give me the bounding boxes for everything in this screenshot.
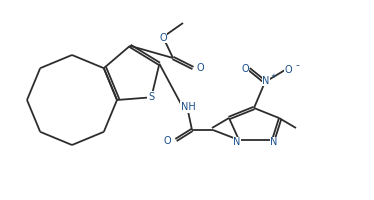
Text: N: N [270, 137, 278, 147]
Text: +: + [270, 73, 276, 79]
Text: O: O [241, 64, 249, 74]
Text: S: S [148, 92, 154, 102]
Text: O: O [159, 33, 167, 43]
Text: N: N [262, 76, 270, 86]
Text: O: O [284, 65, 292, 75]
Text: N: N [233, 137, 241, 147]
Text: O: O [197, 63, 205, 73]
Text: -: - [295, 60, 299, 70]
Text: O: O [163, 136, 171, 146]
Text: NH: NH [181, 102, 195, 112]
